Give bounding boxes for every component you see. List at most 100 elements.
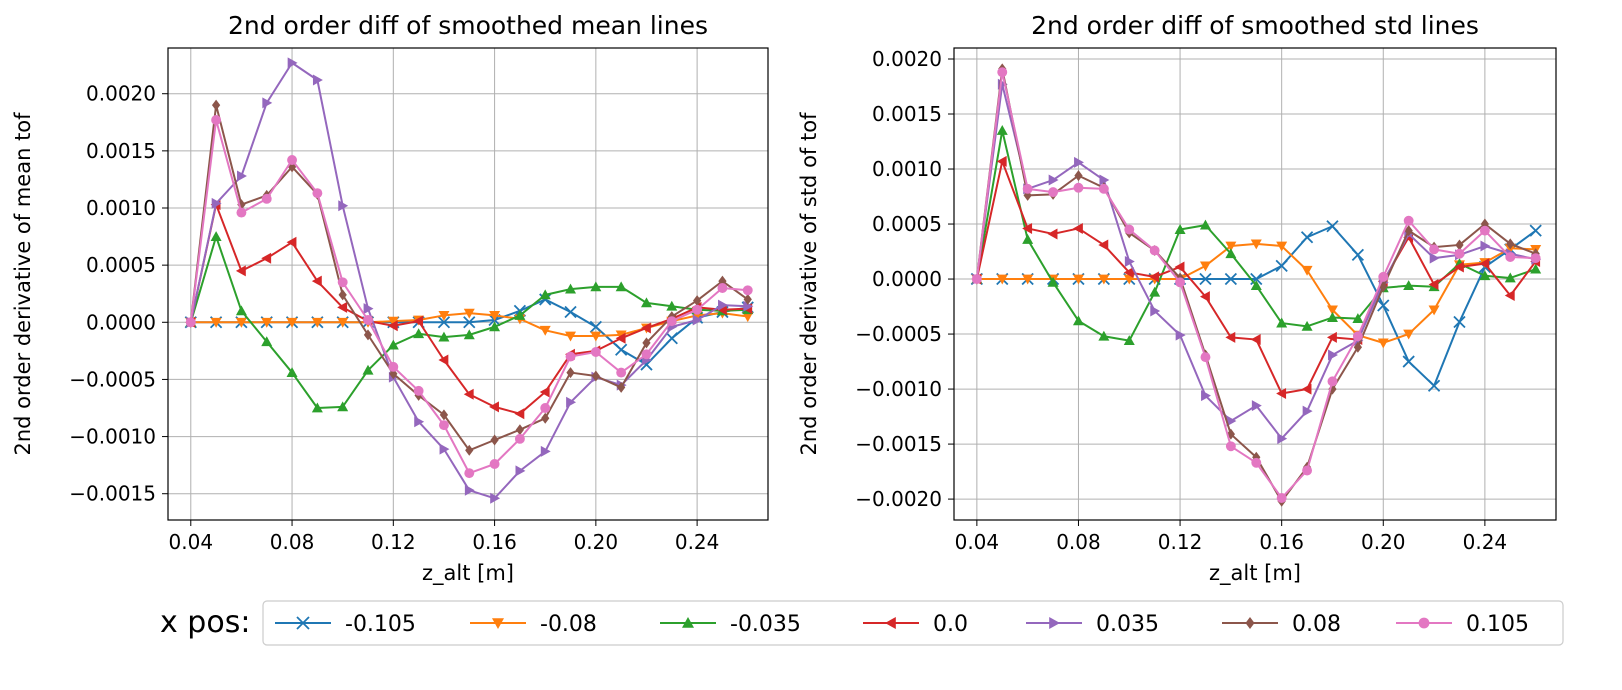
legend-marker-6 (1418, 617, 1430, 629)
data-point-mean-3 (261, 252, 272, 264)
x-tick-label: 0.04 (955, 530, 1000, 554)
data-point-mean-1 (539, 325, 551, 336)
data-point-std-0 (1377, 299, 1390, 312)
data-point-mean-6 (261, 193, 272, 204)
data-point-std-6 (1352, 331, 1363, 342)
data-point-std-6 (1098, 183, 1109, 194)
x-tick-label: 0.08 (270, 530, 315, 554)
y-tick-label: 0.0020 (872, 47, 942, 71)
data-point-std-3 (1022, 222, 1033, 234)
data-point-mean-6 (641, 349, 652, 360)
data-point-mean-1 (742, 312, 754, 323)
data-point-mean-2 (387, 339, 399, 350)
y-tick-label: 0.0000 (872, 267, 942, 291)
data-point-mean-2 (666, 300, 678, 311)
data-point-mean-4 (237, 170, 247, 182)
data-point-mean-4 (211, 197, 222, 209)
data-point-mean-6 (590, 347, 601, 357)
data-point-mean-5 (566, 367, 575, 379)
data-point-mean-4 (540, 445, 551, 457)
data-point-std-2 (1250, 280, 1262, 291)
data-point-mean-3 (438, 354, 449, 366)
data-point-mean-3 (235, 265, 246, 277)
y-tick-label: −0.0010 (855, 377, 942, 401)
y-tick-label: 0.0005 (86, 253, 156, 277)
data-point-std-6 (1378, 271, 1389, 282)
data-point-std-1 (1403, 329, 1415, 340)
data-point-std-2 (1504, 272, 1516, 283)
data-point-mean-5 (515, 424, 525, 436)
data-point-mean-2 (565, 283, 577, 294)
data-point-mean-4 (312, 74, 323, 86)
data-point-mean-6 (514, 433, 525, 444)
data-point-mean-2 (438, 331, 450, 342)
legend-label-6: 0.105 (1466, 612, 1529, 637)
data-point-std-2 (996, 125, 1008, 135)
data-point-std-0 (1427, 379, 1441, 392)
data-point-std-0 (1300, 231, 1314, 244)
data-point-std-0 (1326, 220, 1339, 233)
data-point-mean-5 (465, 444, 474, 456)
data-point-mean-4 (464, 484, 475, 496)
legend-label-3: 0.0 (933, 612, 968, 637)
data-point-mean-2 (615, 281, 627, 292)
legend-label-2: -0.035 (730, 612, 801, 637)
data-point-mean-5 (439, 409, 449, 421)
data-point-mean-1 (463, 308, 475, 319)
data-point-std-1 (1276, 241, 1288, 252)
data-point-std-4 (1175, 329, 1186, 341)
data-point-std-1 (1428, 305, 1440, 316)
axes-frame (953, 47, 1557, 521)
legend-label-0: -0.105 (345, 612, 416, 637)
data-point-std-1 (1072, 274, 1084, 285)
data-point-mean-5 (591, 370, 600, 382)
mean-panel: 0.04 0.08 0.12 0.16 0.20 0.24 −0.0015 −0.0010 −0… (11, 11, 769, 586)
data-point-std-6 (971, 274, 982, 284)
y-tick-label: −0.0005 (69, 367, 156, 391)
data-point-std-5 (1455, 239, 1464, 251)
data-point-std-2 (1403, 280, 1415, 291)
data-point-std-3 (1047, 228, 1058, 240)
y-tick-label: −0.0005 (855, 322, 942, 346)
data-point-std-2 (1199, 219, 1211, 230)
data-point-mean-1 (438, 311, 450, 321)
std-panel: 0.04 0.08 0.12 0.16 0.20 0.24 −0.0020 −0.0015 −0… (797, 11, 1557, 586)
data-point-std-1 (1123, 274, 1135, 285)
x-tick-label: 0.04 (169, 530, 214, 554)
legend-marker-0 (296, 616, 310, 630)
data-point-mean-6 (540, 403, 551, 413)
data-point-std-2 (1022, 233, 1034, 244)
data-point-mean-0 (539, 293, 552, 306)
data-point-mean-6 (287, 155, 298, 165)
data-point-mean-2 (337, 401, 349, 412)
data-point-mean-3 (463, 388, 474, 400)
data-point-mean-6 (742, 285, 753, 296)
data-point-mean-4 (743, 300, 754, 312)
data-point-mean-1 (311, 317, 323, 328)
data-point-mean-6 (337, 277, 348, 288)
legend: x pos: -0.105 -0.08 -0.035 0.0 0.035 0.08 0.105 (160, 600, 1564, 646)
data-point-mean-1 (565, 331, 577, 342)
y-tick-label: 0.0005 (872, 212, 942, 236)
series-line-std-2 (975, 129, 1537, 342)
y-tick-label: 0.0020 (86, 82, 156, 106)
data-point-std-6 (1048, 187, 1059, 198)
data-point-std-1 (1225, 241, 1237, 252)
data-point-mean-5 (541, 412, 550, 424)
data-point-mean-2 (311, 402, 323, 413)
data-point-mean-2 (463, 329, 475, 340)
legend-label-1: -0.08 (540, 612, 597, 637)
data-point-std-2 (1530, 263, 1542, 274)
data-point-mean-6 (312, 188, 323, 199)
data-point-std-2 (1098, 330, 1110, 341)
x-tick-label: 0.24 (675, 530, 720, 554)
data-point-std-6 (1225, 441, 1236, 452)
data-point-mean-1 (337, 317, 349, 328)
data-point-mean-1 (235, 317, 247, 328)
legend-marker-3 (885, 617, 896, 629)
data-point-mean-6 (565, 351, 576, 362)
data-point-std-2 (1047, 276, 1059, 287)
legend-label-5: 0.08 (1292, 612, 1341, 637)
data-point-std-4 (1201, 390, 1211, 402)
data-point-std-4 (1429, 252, 1440, 264)
